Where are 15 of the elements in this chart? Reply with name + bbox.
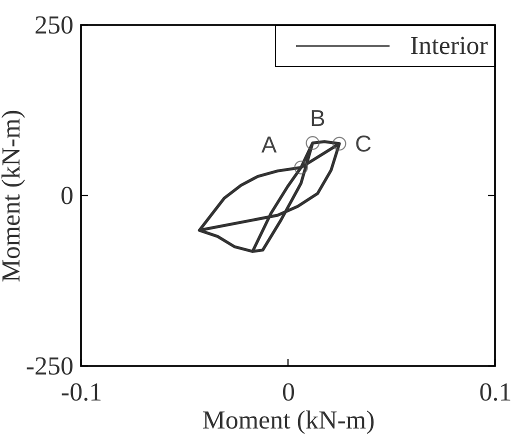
y-tick-label: 0 bbox=[60, 181, 74, 210]
annotation: B bbox=[310, 104, 326, 131]
x-tick-label: -0.1 bbox=[60, 378, 102, 406]
y-tick-label: 250 bbox=[34, 10, 74, 40]
x-axis-title: Moment (kN-m) bbox=[202, 406, 375, 434]
annotation: A bbox=[261, 132, 278, 158]
point bbox=[306, 136, 320, 150]
y-axis-title: Moment (kN-m) bbox=[0, 110, 26, 282]
point bbox=[332, 136, 346, 151]
x-tick-label: 0 bbox=[282, 378, 295, 406]
point bbox=[294, 160, 308, 174]
y-tick-label: -250 bbox=[26, 352, 74, 380]
legend-label: Interior bbox=[410, 31, 488, 60]
x-tick-label: 0.1 bbox=[479, 378, 512, 406]
annotation: C bbox=[355, 130, 372, 157]
